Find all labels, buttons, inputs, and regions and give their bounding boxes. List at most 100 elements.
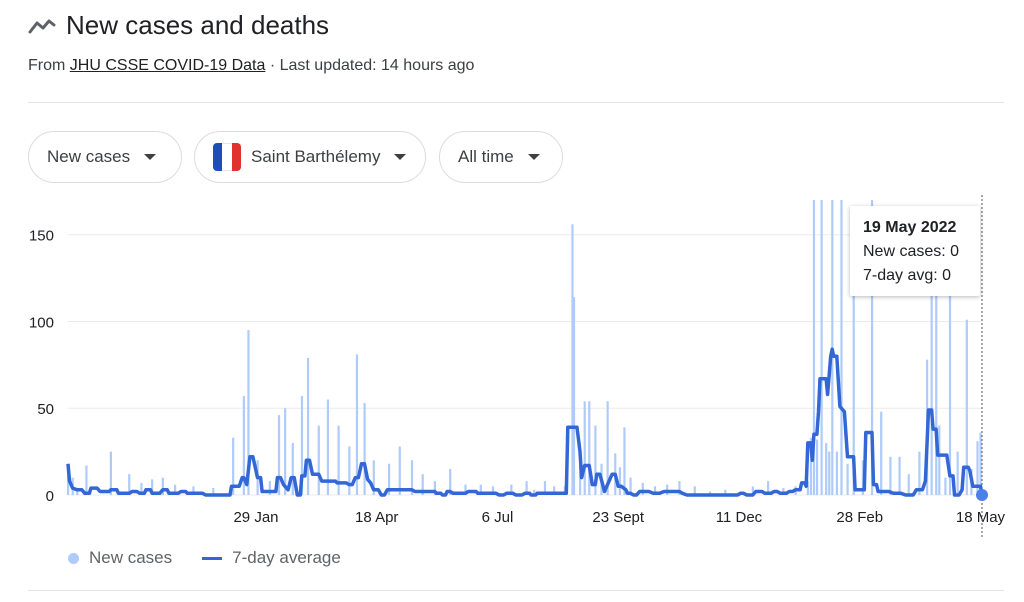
case-bar [326, 399, 330, 495]
average-line [66, 347, 984, 497]
case-bar [641, 482, 644, 495]
trend-icon [28, 19, 56, 33]
location-dropdown-label: Saint Barthélemy [251, 147, 381, 166]
source-link[interactable]: JHU CSSE COVID-19 Data [69, 57, 266, 74]
case-bar [355, 354, 359, 495]
case-bar [247, 330, 250, 495]
header: New cases and deaths [28, 10, 329, 41]
case-bar [533, 489, 536, 495]
case-bar [337, 425, 340, 495]
case-bar [820, 200, 823, 495]
location-dropdown[interactable]: Saint Barthélemy [194, 131, 426, 183]
y-tick-label: 150 [29, 228, 54, 245]
case-bar [835, 451, 838, 495]
case-bar [944, 477, 947, 495]
case-bar [948, 295, 952, 495]
tooltip-avg: 7-day avg: 0 [863, 267, 952, 284]
x-tick-label: 18 Apr [355, 509, 398, 526]
cases-chart[interactable]: 0 50 100 150 29 Jan 18 Apr 6 Jul 23 Sept 11 Dec 2… [0, 195, 1024, 540]
range-dropdown-label: All time [458, 147, 514, 166]
top-divider [28, 102, 1004, 103]
case-bar [192, 486, 195, 495]
case-bar [372, 460, 375, 495]
case-bar [553, 486, 556, 495]
case-bar [907, 474, 910, 495]
x-tick-label: 28 Feb [836, 509, 883, 526]
highlight-point [976, 489, 988, 501]
case-bar [109, 451, 112, 495]
case-bar [268, 481, 271, 495]
range-dropdown[interactable]: All time [439, 131, 563, 183]
case-bar [846, 463, 849, 495]
y-tick-label: 0 [46, 488, 54, 505]
chevron-down-icon [144, 154, 157, 160]
case-bar [348, 446, 351, 495]
case-bar [161, 477, 164, 495]
case-bar [930, 295, 933, 495]
case-bar [242, 396, 245, 495]
case-bar [852, 229, 855, 495]
case-bar [300, 396, 304, 495]
legend-avg-label: 7-day average [232, 548, 341, 567]
case-bar [572, 297, 576, 495]
case-bar [525, 481, 528, 495]
case-bar [588, 401, 591, 495]
case-bar [815, 439, 819, 495]
case-bar [880, 411, 883, 495]
source-line: From JHU CSSE COVID-19 Data · Last updat… [28, 57, 474, 75]
metric-dropdown[interactable]: New cases [28, 131, 182, 183]
page-title: New cases and deaths [66, 10, 330, 40]
case-bar [232, 437, 235, 495]
x-tick-label: 6 Jul [482, 509, 514, 526]
x-tick-label: 11 Dec [716, 509, 763, 526]
chart-legend: New cases 7-day average [68, 548, 341, 568]
case-bar [825, 442, 828, 495]
case-bar [571, 224, 574, 495]
case-bar [594, 425, 597, 495]
case-bar [918, 451, 921, 495]
tooltip-cases: New cases: 0 [863, 243, 960, 260]
case-bar [128, 474, 131, 495]
x-tick-label: 29 Jan [233, 509, 278, 526]
case-bar [870, 200, 874, 495]
case-bar [491, 486, 495, 495]
case-bar [151, 479, 154, 495]
case-bar [806, 481, 809, 495]
bottom-divider [28, 590, 1004, 591]
case-bar [464, 484, 467, 495]
case-bar [809, 437, 813, 495]
case-bar [840, 200, 843, 495]
case-bar [889, 456, 892, 495]
case-bar [277, 415, 281, 495]
chevron-down-icon [394, 154, 407, 160]
case-bar [979, 432, 982, 495]
from-prefix: From [28, 57, 70, 74]
x-tick-label: 18 May [956, 509, 1006, 526]
case-bar [965, 319, 968, 495]
case-bar [956, 451, 959, 495]
case-bar [291, 442, 294, 495]
case-bar [510, 484, 513, 495]
case-bar [724, 489, 727, 495]
case-bar [653, 486, 657, 495]
case-bar [693, 486, 696, 495]
y-tick-label: 50 [37, 401, 54, 418]
case-bar [421, 474, 424, 495]
case-bar [140, 482, 143, 495]
case-bar [812, 200, 816, 495]
case-bar [212, 488, 215, 495]
case-bar [782, 488, 785, 495]
case-bar [543, 481, 547, 495]
case-bar [433, 481, 437, 495]
case-bar [976, 441, 979, 495]
y-tick-label: 100 [29, 314, 54, 331]
case-bar [629, 477, 632, 495]
chart-tooltip: 19 May 2022 New cases: 0 7-day avg: 0 [850, 206, 980, 296]
case-bar [173, 484, 177, 495]
case-bar [938, 425, 941, 495]
case-bar [317, 425, 320, 495]
case-bar [935, 295, 938, 495]
case-bar [85, 465, 88, 495]
case-bar [898, 456, 901, 495]
tooltip-date: 19 May 2022 [863, 219, 957, 236]
